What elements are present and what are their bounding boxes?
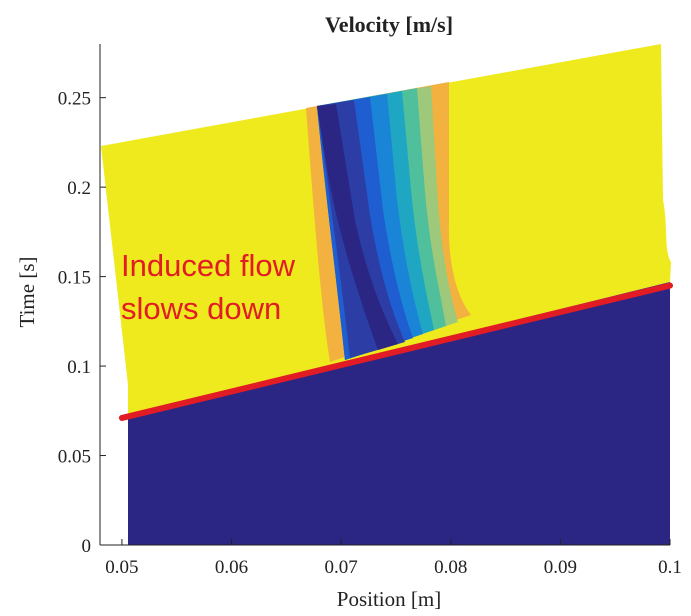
contour-level-1 [317, 104, 398, 350]
x-tick-label: 0.1 [658, 557, 682, 578]
front-line [118, 282, 673, 421]
y-tick-label: 0 [82, 536, 92, 557]
plot-area: Induced flow slows down [101, 44, 673, 545]
x-tick-label: 0.09 [544, 557, 577, 578]
y-tick-label: 0.25 [58, 89, 91, 110]
y-tick-label: 0.2 [67, 178, 91, 199]
y-tick-label: 0.15 [58, 268, 91, 289]
x-tick-label: 0.08 [434, 557, 467, 578]
y-ticks: 0 0.05 0.1 0.15 0.2 0.25 [58, 89, 106, 557]
low-velocity-region [128, 282, 670, 545]
y-tick-label: 0.05 [58, 447, 91, 468]
y-tick-label: 0.1 [67, 357, 91, 378]
annotation-line-2: slows down [121, 291, 281, 326]
axes [99, 44, 670, 546]
x-ticks: 0.05 0.06 0.07 0.08 0.09 0.1 [105, 539, 682, 578]
x-axis-label: Position [m] [337, 587, 441, 611]
x-tick-label: 0.07 [325, 557, 358, 578]
x-tick-label: 0.05 [105, 557, 138, 578]
chart-title: Velocity [m/s] [325, 12, 453, 37]
annotation-line-1: Induced flow [121, 248, 296, 283]
x-tick-label: 0.06 [215, 557, 248, 578]
y-axis-label: Time [s] [15, 257, 39, 328]
